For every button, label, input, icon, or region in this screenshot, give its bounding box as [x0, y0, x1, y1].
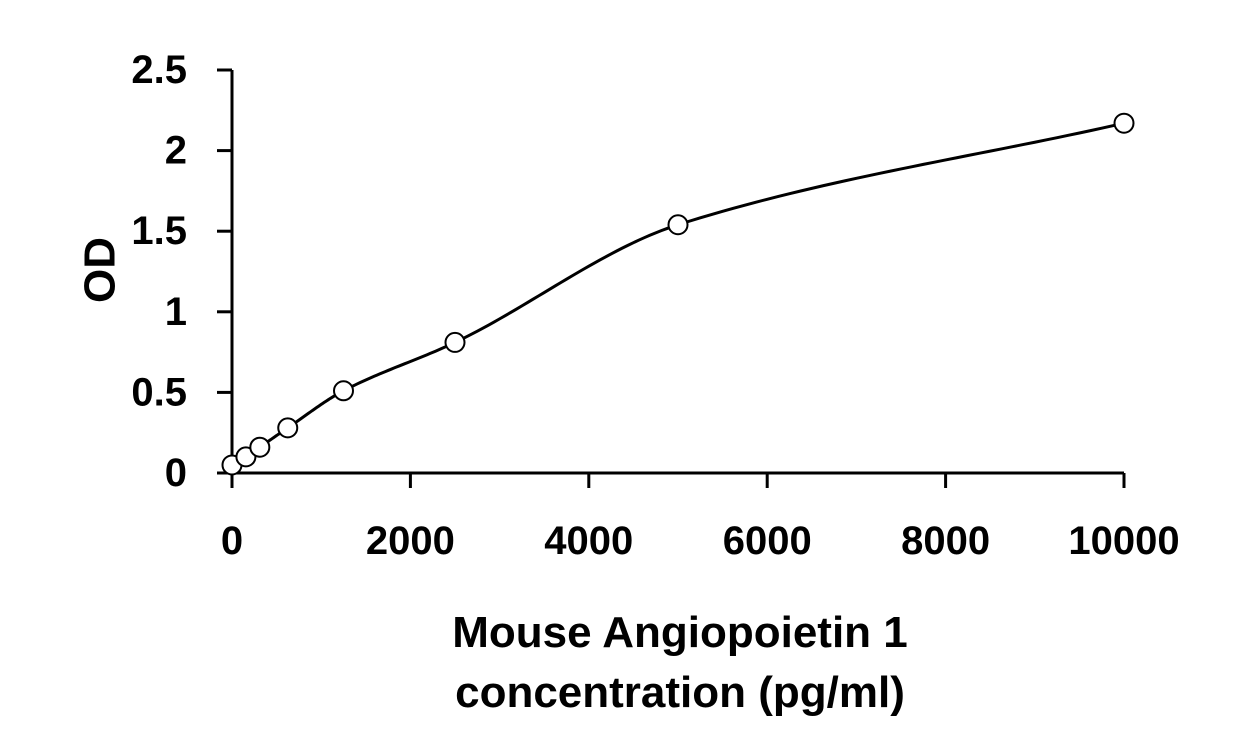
x-tick-label: 2000: [366, 519, 455, 563]
data-point: [277, 417, 299, 439]
x-tick-label: 8000: [901, 519, 990, 563]
x-tick-label: 0: [221, 519, 243, 563]
y-tick-label: 2: [165, 129, 187, 173]
y-axis-title: OD: [76, 237, 125, 303]
y-tick-label: 0.5: [131, 370, 187, 414]
data-points: [221, 112, 1135, 476]
fit-curve: [231, 121, 1125, 467]
data-point: [249, 436, 271, 458]
y-tick-label: 1.5: [131, 209, 187, 253]
y-tick-label: 2.5: [131, 48, 187, 92]
x-tick-label: 6000: [723, 519, 812, 563]
data-point: [333, 380, 354, 402]
y-tick-label: 1: [165, 290, 187, 334]
x-tick-label: 10000: [1068, 519, 1179, 563]
x-tick-label: 4000: [544, 519, 633, 563]
x-axis-title-line-2: concentration (pg/ml): [455, 668, 905, 717]
data-point: [444, 331, 466, 353]
y-tick-label: 0: [165, 451, 187, 495]
data-point: [667, 214, 689, 236]
tick-labels: 0 0.5 1 1.5 2 2.5 0 2000 4000 6000 8000 10000: [131, 48, 1179, 563]
axes: [217, 68, 1126, 488]
x-axis-title-line-1: Mouse Angiopoietin 1: [452, 608, 907, 657]
fit-curve-layer: [231, 121, 1125, 467]
data-point: [1113, 112, 1135, 134]
